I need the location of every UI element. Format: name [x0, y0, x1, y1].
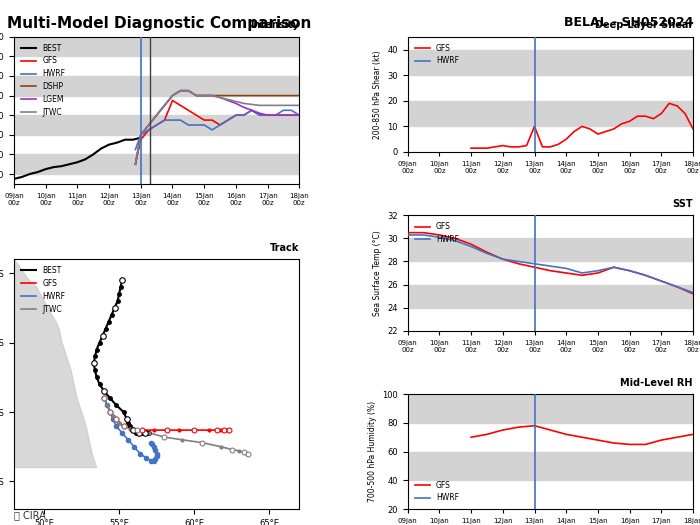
- Bar: [407, 238, 693, 261]
- Text: Multi-Model Diagnostic Comparison: Multi-Model Diagnostic Comparison: [7, 16, 312, 31]
- Text: BELAL - SH052024: BELAL - SH052024: [564, 16, 693, 29]
- Bar: [407, 394, 693, 423]
- Text: SST: SST: [673, 199, 693, 209]
- Legend: GFS, HWRF: GFS, HWRF: [412, 478, 462, 506]
- Bar: [14, 76, 300, 96]
- Text: Deep-Layer Shear: Deep-Layer Shear: [595, 20, 693, 30]
- Polygon shape: [14, 259, 97, 468]
- Legend: BEST, GFS, HWRF, DSHP, LGEM, JTWC: BEST, GFS, HWRF, DSHP, LGEM, JTWC: [18, 40, 69, 120]
- Y-axis label: Sea Surface Temp (°C): Sea Surface Temp (°C): [373, 230, 382, 316]
- Text: Mid-Level RH: Mid-Level RH: [620, 377, 693, 387]
- Bar: [407, 285, 693, 308]
- Bar: [14, 37, 300, 56]
- Legend: GFS, HWRF: GFS, HWRF: [412, 219, 462, 247]
- Legend: GFS, HWRF: GFS, HWRF: [412, 40, 462, 68]
- Legend: BEST, GFS, HWRF, JTWC: BEST, GFS, HWRF, JTWC: [18, 263, 69, 317]
- Bar: [407, 101, 693, 127]
- Text: Track: Track: [270, 243, 300, 253]
- Text: Intensity: Intensity: [251, 20, 300, 30]
- Bar: [407, 452, 693, 480]
- Y-axis label: 700-500 hPa Humidity (%): 700-500 hPa Humidity (%): [368, 401, 377, 502]
- Bar: [407, 49, 693, 75]
- Bar: [14, 154, 300, 174]
- Y-axis label: 200-850 hPa Shear (kt): 200-850 hPa Shear (kt): [373, 50, 382, 139]
- Text: Ⓝ CIRA: Ⓝ CIRA: [14, 510, 46, 520]
- Bar: [14, 115, 300, 135]
